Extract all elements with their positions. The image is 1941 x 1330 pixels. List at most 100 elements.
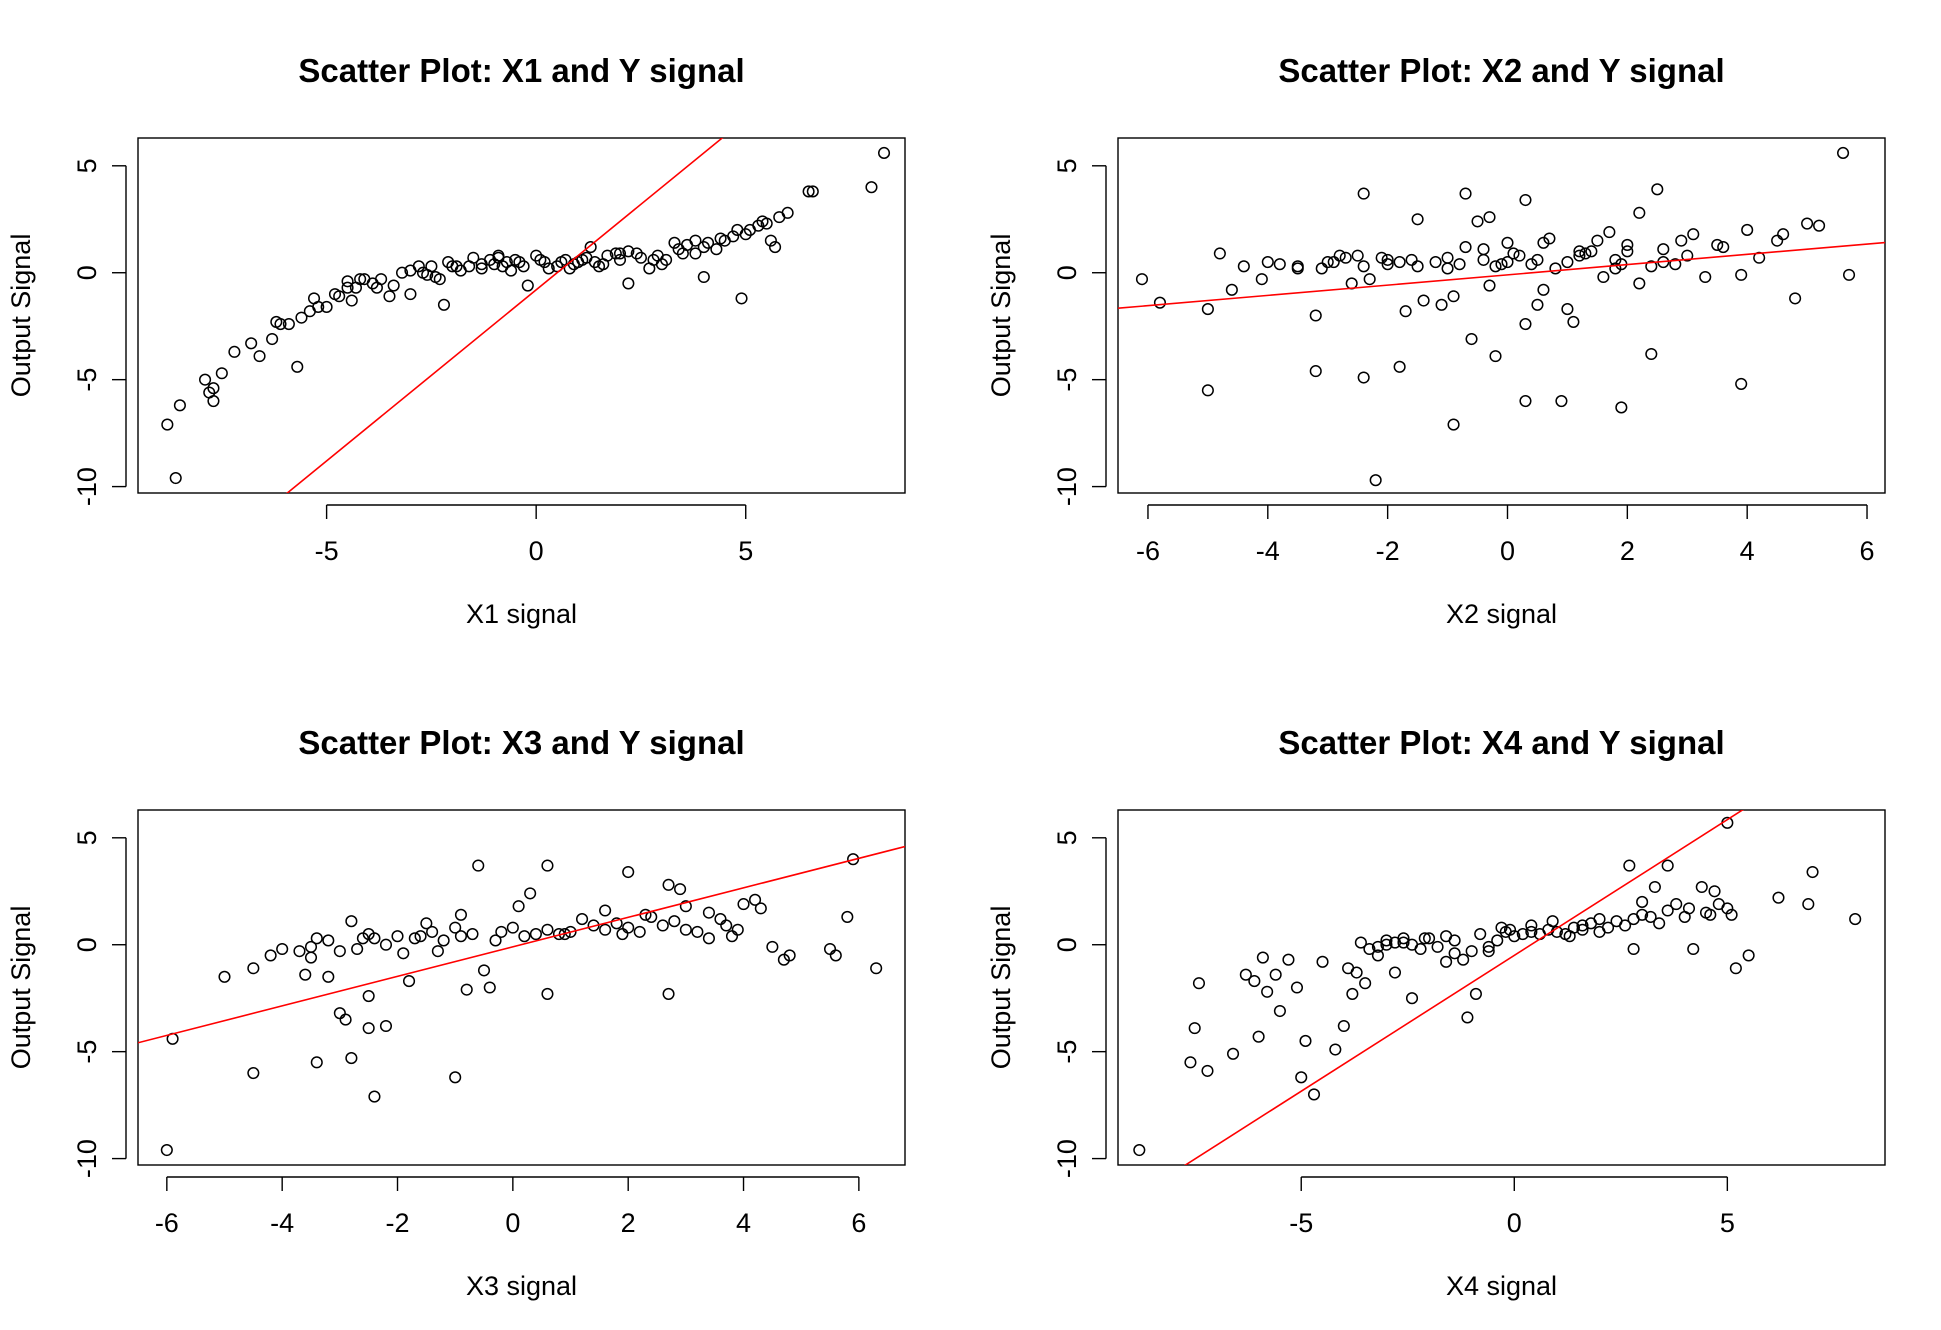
data-point-x3 [558, 927, 571, 941]
data-point-x1 [345, 294, 358, 307]
x-tick-label-x3: 4 [736, 1208, 751, 1238]
data-point-x4 [1619, 919, 1632, 932]
x-tick-label-x4: 0 [1507, 1208, 1522, 1238]
chart-title-x1: Scatter Plot: X1 and Y signal [298, 52, 744, 89]
data-point-x3 [402, 975, 416, 988]
data-point-x1 [668, 236, 681, 249]
data-point-x3 [691, 925, 704, 938]
data-point-x1 [454, 264, 467, 277]
data-point-x2 [1591, 234, 1604, 247]
data-point-x2 [1441, 251, 1454, 264]
x-tick-label-x1: 0 [529, 536, 544, 566]
data-point-x1 [383, 290, 396, 303]
data-point-x3 [841, 910, 854, 923]
regression-line-x2 [1118, 241, 1885, 310]
data-point-x1 [752, 219, 765, 232]
x-tick-label-x3: -6 [155, 1208, 179, 1238]
data-layer-x2 [1118, 146, 1885, 487]
data-point-x1 [727, 230, 740, 243]
data-point-x4 [1802, 898, 1815, 911]
data-point-x1 [492, 251, 505, 264]
data-point-x3 [414, 930, 427, 943]
data-point-x1 [429, 270, 442, 284]
data-point-x2 [1309, 365, 1322, 378]
data-point-x3 [345, 1052, 358, 1065]
data-point-x3 [293, 945, 306, 958]
data-point-x3 [426, 925, 439, 938]
x-axis-label-x4: X4 signal [1446, 1271, 1557, 1301]
data-point-x4 [1359, 977, 1372, 990]
data-point-x2 [1567, 315, 1580, 328]
data-point-x2 [1447, 418, 1460, 431]
data-point-x3 [662, 987, 675, 1000]
scatter-panel-x2: Scatter Plot: X2 and Y signal X2 signal … [986, 52, 1886, 629]
data-point-x2 [1633, 277, 1646, 290]
y-tick-label-x1: 0 [72, 265, 102, 280]
data-point-x1 [228, 345, 241, 358]
plot-frame-x2 [1117, 137, 1886, 494]
data-point-x1 [312, 300, 325, 313]
data-point-x4 [1495, 921, 1508, 934]
data-point-x3 [368, 932, 381, 945]
regression-line-x1 [286, 138, 724, 493]
data-point-x1 [802, 185, 815, 198]
y-axis-label-x2: Output Signal [986, 234, 1016, 398]
x-tick-label-x2: 6 [1860, 536, 1875, 566]
data-layer-x1 [161, 138, 891, 493]
data-point-x3 [310, 932, 323, 945]
chart-title-x3: Scatter Plot: X3 and Y signal [298, 724, 744, 761]
data-point-x2 [1561, 255, 1574, 269]
data-point-x2 [1237, 260, 1250, 273]
data-point-x1 [488, 258, 501, 271]
x-tick-label-x2: -6 [1136, 536, 1160, 566]
data-point-x4 [1239, 968, 1252, 981]
data-point-x4 [1457, 953, 1470, 966]
data-layer-x4 [1133, 810, 1862, 1165]
data-point-x4 [1687, 942, 1700, 956]
data-point-x2 [1495, 258, 1508, 271]
scatter-panel-x3: Scatter Plot: X3 and Y signal X3 signal … [6, 724, 906, 1301]
y-tick-label-x2: 5 [1052, 158, 1082, 173]
data-point-x3 [662, 878, 675, 891]
y-axis-label-x3: Output Signal [6, 906, 36, 1070]
data-point-x4 [1201, 1064, 1214, 1077]
data-point-x2 [1801, 217, 1814, 230]
data-point-x3 [783, 949, 796, 962]
data-point-x1 [437, 298, 451, 311]
data-point-x2 [1357, 260, 1370, 273]
data-point-x2 [1333, 249, 1346, 262]
data-point-x3 [610, 917, 623, 930]
data-point-x4 [1704, 908, 1717, 921]
data-point-x1 [622, 277, 635, 290]
data-point-x4 [1653, 917, 1666, 930]
data-point-x1 [354, 273, 367, 286]
data-point-x2 [1531, 298, 1544, 311]
data-point-x4 [1380, 934, 1393, 947]
data-point-x1 [425, 260, 438, 273]
data-point-x1 [764, 234, 777, 247]
data-point-x4 [1133, 1143, 1146, 1157]
data-point-x1 [161, 418, 174, 431]
y-tick-label-x2: 0 [1052, 265, 1082, 280]
data-point-x3 [160, 1143, 173, 1157]
data-point-x4 [1469, 987, 1482, 1000]
x-tick-label-x3: -2 [386, 1208, 410, 1238]
data-point-x4 [1482, 945, 1495, 958]
data-point-x2 [1651, 183, 1664, 196]
data-point-x2 [1711, 238, 1724, 251]
data-point-x1 [173, 399, 186, 412]
data-point-x3 [304, 940, 318, 953]
data-point-x2 [1135, 273, 1149, 286]
data-point-x3 [362, 990, 375, 1003]
data-point-x1 [630, 247, 643, 260]
data-point-x3 [749, 893, 762, 906]
data-point-x2 [1573, 249, 1586, 262]
data-point-x2 [1411, 260, 1424, 273]
data-point-x4 [1516, 927, 1529, 941]
data-point-x2 [1675, 234, 1688, 247]
data-point-x4 [1525, 919, 1538, 932]
data-point-x2 [1489, 350, 1502, 363]
data-point-x2 [1519, 193, 1532, 207]
data-point-x2 [1519, 394, 1532, 408]
